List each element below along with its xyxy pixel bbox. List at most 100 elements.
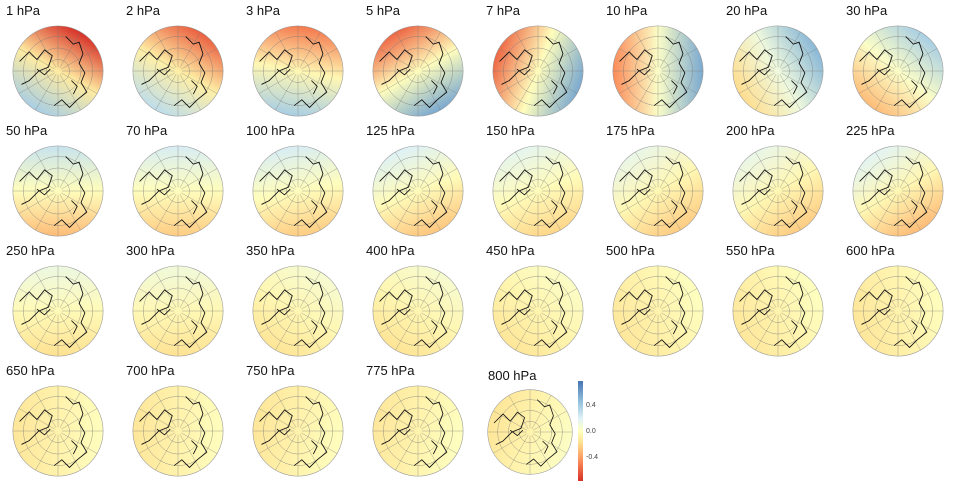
panel-title: 400 hPa bbox=[366, 243, 415, 258]
panel-title: 650 hPa bbox=[6, 363, 55, 378]
meridian-line bbox=[515, 271, 537, 308]
map-panel: 10 hPa bbox=[600, 0, 720, 120]
meridian-line bbox=[508, 435, 529, 469]
meridian-line bbox=[61, 192, 98, 214]
map-panel: 20 hPa bbox=[720, 0, 840, 120]
meridian-line bbox=[181, 312, 218, 334]
map-panel: 700 hPa bbox=[120, 360, 240, 480]
meridian-line bbox=[179, 151, 201, 188]
coastline bbox=[859, 36, 928, 109]
polar-map bbox=[372, 385, 464, 477]
panel-title: 350 hPa bbox=[246, 243, 295, 258]
polar-map bbox=[732, 25, 824, 117]
meridian-line bbox=[395, 194, 417, 231]
meridian-line bbox=[59, 314, 81, 351]
meridian-line bbox=[661, 192, 698, 214]
meridian-line bbox=[181, 72, 218, 94]
meridian-line bbox=[35, 151, 57, 188]
meridian-line bbox=[779, 74, 801, 111]
map-panel: 600 hPa bbox=[840, 240, 956, 360]
map-panel: 650 hPa bbox=[0, 360, 120, 480]
meridian-line bbox=[395, 151, 417, 188]
meridian-line bbox=[59, 391, 81, 428]
map-panel: 400 hPa bbox=[360, 240, 480, 360]
meridian-line bbox=[661, 288, 698, 310]
meridian-line bbox=[59, 194, 81, 231]
meridian-line bbox=[275, 31, 297, 68]
coastline bbox=[493, 399, 558, 467]
meridian-line bbox=[541, 72, 578, 94]
meridian-line bbox=[275, 434, 297, 471]
polar-map bbox=[612, 25, 704, 117]
meridian-line bbox=[18, 312, 55, 334]
meridian-line bbox=[138, 192, 175, 214]
coastline bbox=[379, 36, 448, 109]
polar-map bbox=[852, 145, 944, 237]
meridian-line bbox=[59, 74, 81, 111]
meridian-line bbox=[421, 432, 458, 454]
polar-map bbox=[492, 145, 584, 237]
meridian-line bbox=[858, 312, 895, 334]
colorbar-tick-label: -0.4 bbox=[586, 454, 599, 461]
polar-map bbox=[492, 25, 584, 117]
panel-title: 3 hPa bbox=[246, 3, 280, 18]
meridian-line bbox=[61, 48, 98, 70]
panel-title: 10 hPa bbox=[606, 3, 648, 18]
meridian-line bbox=[493, 433, 527, 454]
meridian-line bbox=[899, 151, 921, 188]
meridian-line bbox=[498, 192, 535, 214]
meridian-line bbox=[899, 31, 921, 68]
meridian-line bbox=[275, 391, 297, 428]
polar-map bbox=[372, 145, 464, 237]
meridian-line bbox=[659, 314, 681, 351]
coastline bbox=[499, 156, 568, 229]
meridian-line bbox=[35, 74, 57, 111]
map-panel: 225 hPa bbox=[840, 120, 956, 240]
meridian-line bbox=[635, 314, 657, 351]
meridian-line bbox=[421, 192, 458, 214]
meridian-line bbox=[155, 31, 177, 68]
meridian-line bbox=[541, 192, 578, 214]
meridian-line bbox=[635, 271, 657, 308]
panel-title: 500 hPa bbox=[606, 243, 655, 258]
meridian-line bbox=[635, 194, 657, 231]
meridian-line bbox=[779, 31, 801, 68]
polar-map bbox=[12, 145, 104, 237]
polar-map bbox=[252, 265, 344, 357]
map-panel: 2 hPa bbox=[120, 0, 240, 120]
polar-map bbox=[487, 389, 573, 475]
meridian-line bbox=[275, 74, 297, 111]
meridian-line bbox=[781, 72, 818, 94]
meridian-line bbox=[299, 434, 321, 471]
meridian-line bbox=[515, 151, 537, 188]
map-panel: 250 hPa bbox=[0, 240, 120, 360]
meridian-line bbox=[299, 194, 321, 231]
coastline bbox=[259, 156, 328, 229]
meridian-line bbox=[899, 74, 921, 111]
coastline bbox=[619, 36, 688, 109]
meridian-line bbox=[419, 271, 441, 308]
meridian-line bbox=[421, 72, 458, 94]
coastline bbox=[259, 36, 328, 109]
panel-title: 250 hPa bbox=[6, 243, 55, 258]
meridian-line bbox=[539, 194, 561, 231]
meridian-line bbox=[419, 434, 441, 471]
meridian-line bbox=[155, 434, 177, 471]
meridian-line bbox=[378, 192, 415, 214]
panel-title: 800 hPa bbox=[488, 368, 537, 383]
meridian-line bbox=[419, 151, 441, 188]
coastline bbox=[19, 156, 88, 229]
meridian-line bbox=[35, 31, 57, 68]
meridian-line bbox=[899, 194, 921, 231]
meridian-line bbox=[299, 74, 321, 111]
map-panel: 70 hPa bbox=[120, 120, 240, 240]
meridian-line bbox=[378, 72, 415, 94]
meridian-line bbox=[59, 31, 81, 68]
polar-map bbox=[732, 265, 824, 357]
meridian-line bbox=[659, 74, 681, 111]
coastline bbox=[619, 156, 688, 229]
map-panel: 50 hPa bbox=[0, 120, 120, 240]
meridian-line bbox=[179, 194, 201, 231]
meridian-line bbox=[661, 48, 698, 70]
map-panel: 150 hPa bbox=[480, 120, 600, 240]
